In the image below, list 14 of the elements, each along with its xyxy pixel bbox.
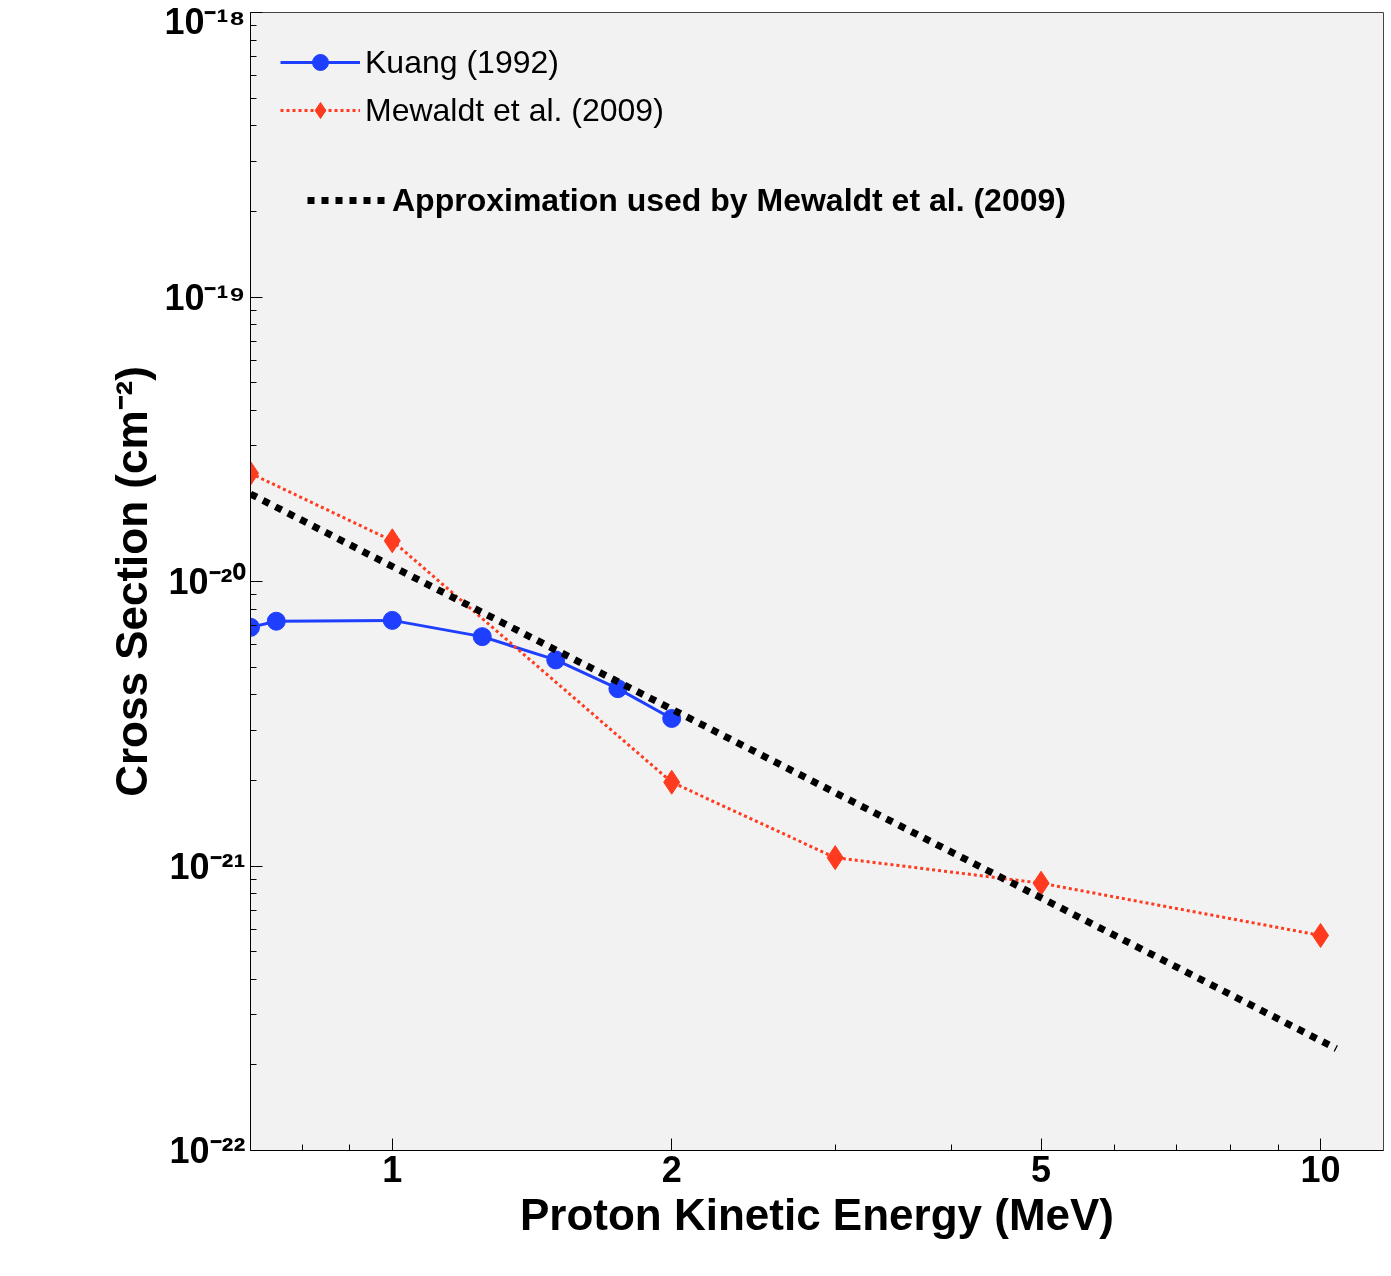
y-axis-title: Cross Section (cm⁻²) (107, 366, 157, 797)
y-tick-label: 10⁻²⁰ (168, 561, 246, 602)
x-tick-label: 2 (661, 1148, 682, 1190)
legend-label: Approximation used by Mewaldt et al. (2009) (392, 181, 1066, 219)
y-tick-label: 10⁻¹⁸ (164, 0, 246, 42)
y-tick-label: 10⁻¹⁹ (164, 276, 246, 318)
y-tick-label: 10⁻²¹ (169, 845, 246, 887)
legend-label: Kuang (1992) (365, 43, 559, 81)
x-tick-label: 5 (1031, 1148, 1052, 1190)
y-tick-label: 10⁻²² (169, 1130, 246, 1171)
legend-label: Mewaldt et al. (2009) (365, 91, 664, 129)
x-tick-label: 10 (1300, 1148, 1341, 1190)
x-axis-title: Proton Kinetic Energy (MeV) (519, 1189, 1115, 1239)
x-tick-label: 1 (382, 1148, 403, 1190)
